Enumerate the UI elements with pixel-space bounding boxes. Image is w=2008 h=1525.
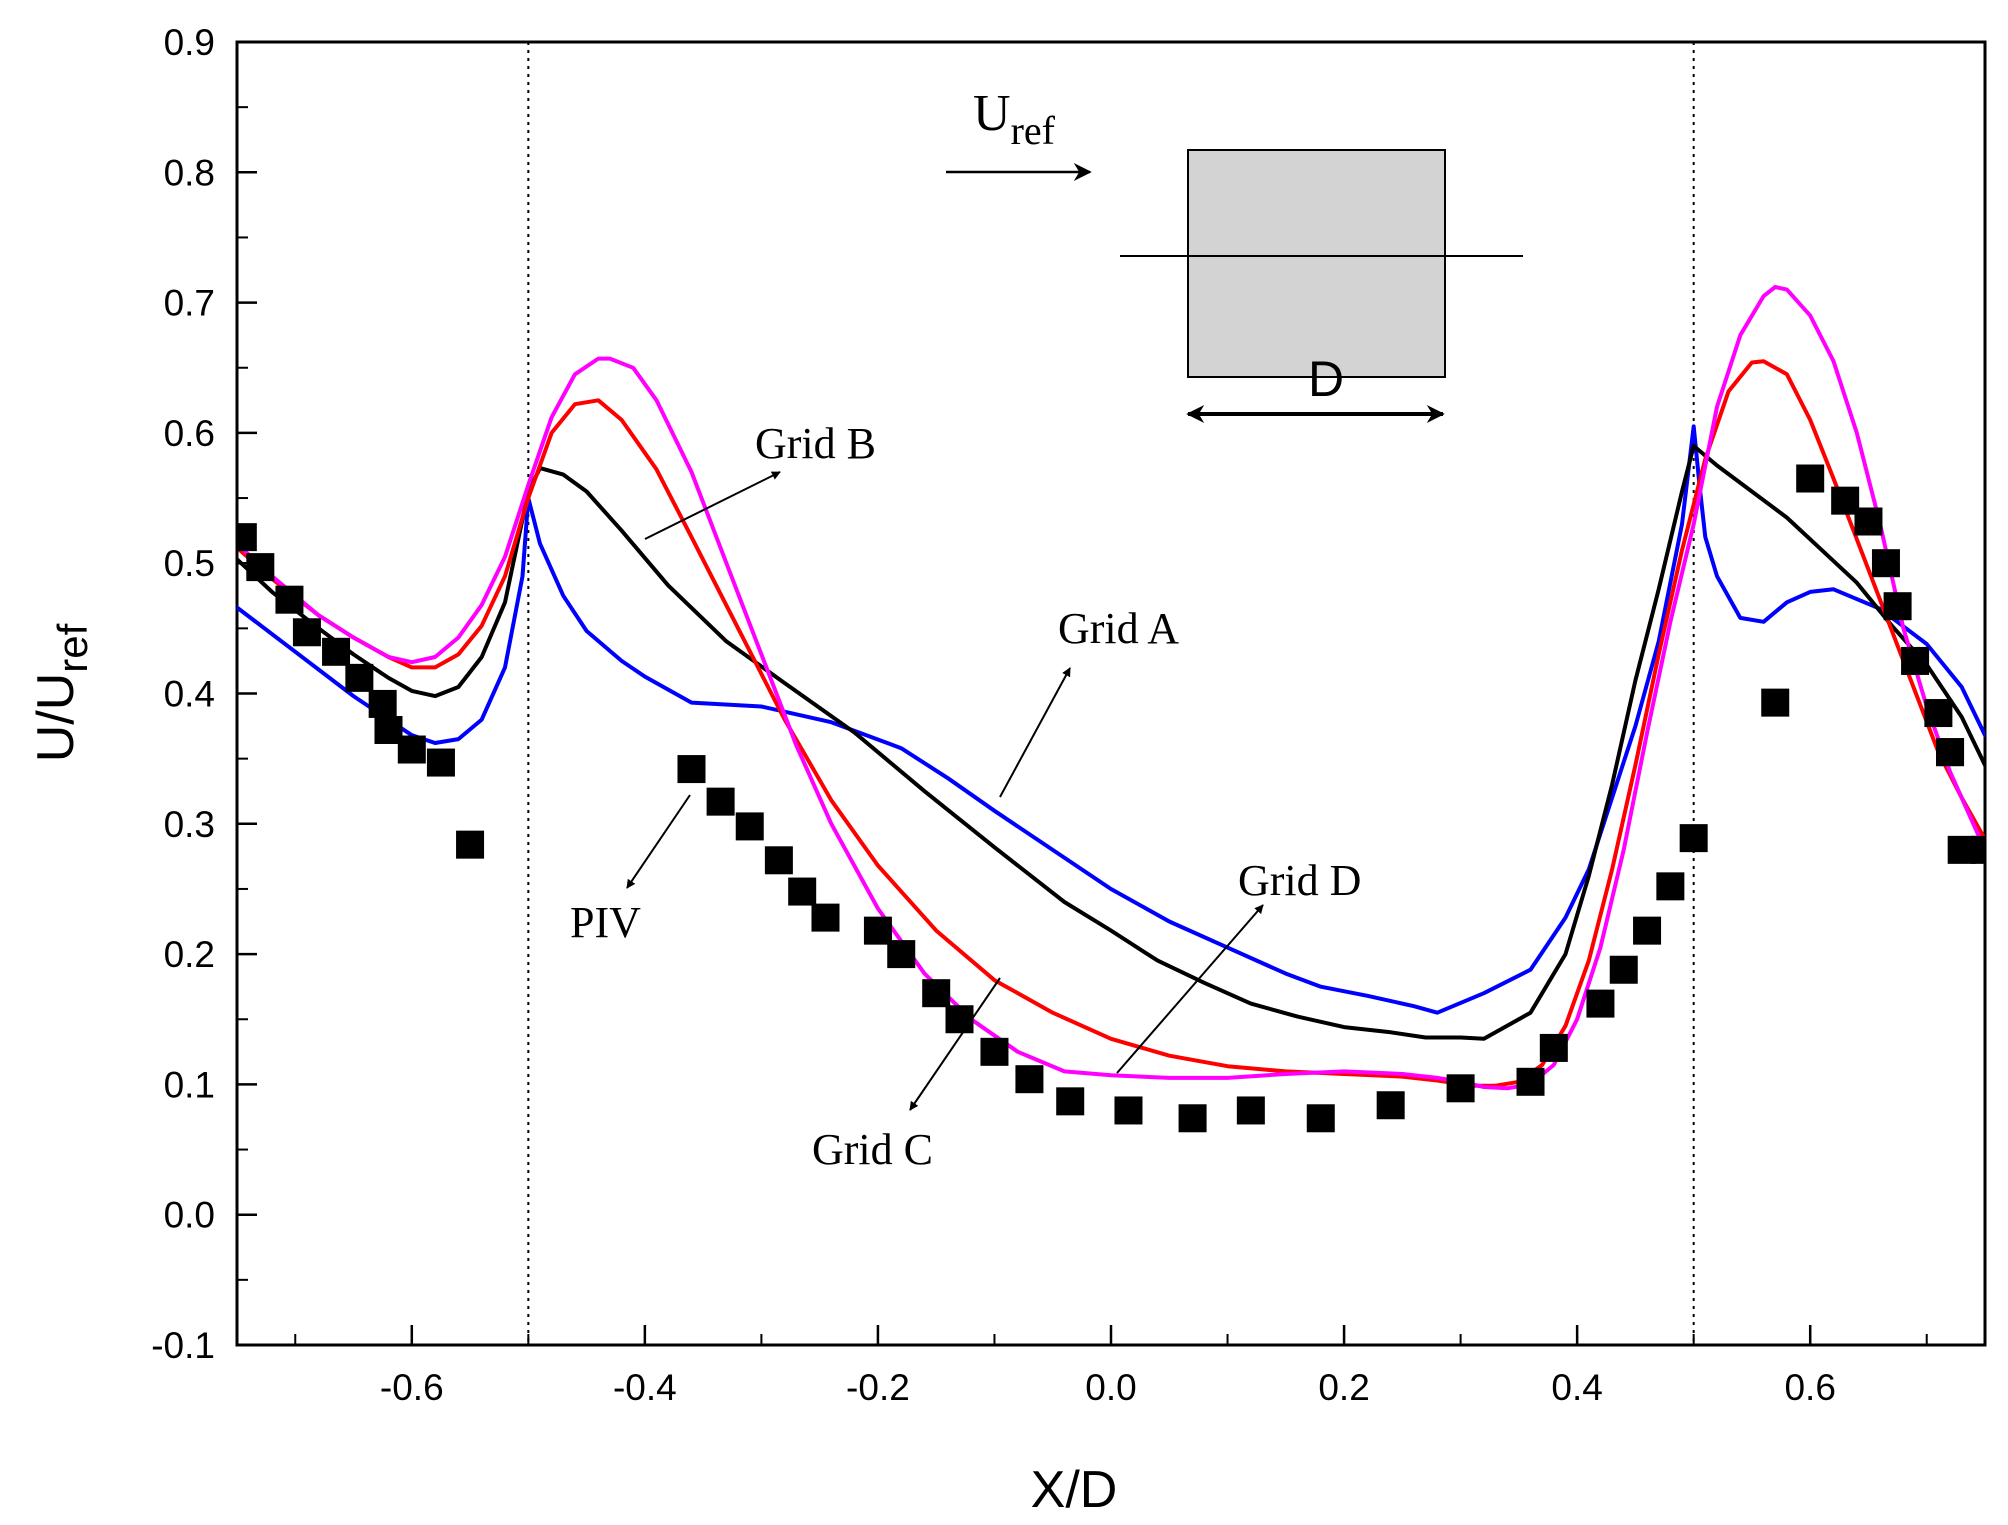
- y-axis-title: U/Uref: [27, 623, 96, 762]
- piv-point: [1586, 989, 1615, 1018]
- piv-point: [922, 979, 951, 1008]
- piv-point: [1854, 507, 1883, 536]
- x-tick-label: 0.0: [1085, 1367, 1136, 1408]
- piv-point: [1971, 835, 1985, 864]
- y-tick-label: -0.1: [151, 1325, 215, 1366]
- x-tick-label: 0.2: [1318, 1367, 1369, 1408]
- y-tick-label: 0.4: [164, 674, 215, 715]
- annotation-label-grid-b: Grid B: [755, 419, 876, 468]
- piv-point: [397, 735, 426, 764]
- piv-point: [322, 637, 351, 666]
- piv-point: [788, 877, 817, 906]
- piv-point: [1924, 699, 1953, 728]
- y-tick-label: 0.6: [164, 413, 215, 454]
- y-tick-label: 0.8: [164, 152, 215, 193]
- piv-point: [237, 523, 257, 552]
- annotation-arrow-grid-b: [644, 471, 781, 540]
- annotation-grid-a: Grid A: [999, 604, 1179, 798]
- series-line-grid-d: [237, 285, 1985, 1091]
- piv-point: [863, 916, 892, 945]
- y-tick-label: 0.9: [164, 22, 215, 63]
- series-line-grid-b: [237, 443, 1985, 1041]
- annotation-piv: PIV: [570, 794, 691, 947]
- y-axis-title-sub: ref: [49, 623, 96, 672]
- annotation-label-grid-c: Grid C: [812, 1125, 933, 1174]
- annotation-label-piv: PIV: [570, 898, 641, 947]
- reference-lines: [527, 42, 1695, 1345]
- piv-point: [1633, 916, 1662, 945]
- piv-point: [1871, 549, 1900, 578]
- y-axis-title-main: U/U: [27, 673, 85, 763]
- piv-point: [1376, 1091, 1405, 1120]
- annotation-arrow-piv: [626, 794, 691, 889]
- piv-point: [1446, 1074, 1475, 1103]
- cylinder-body: [1187, 149, 1446, 378]
- piv-point: [1178, 1104, 1207, 1133]
- piv-point: [1306, 1104, 1335, 1133]
- series-line-grid-c: [237, 359, 1985, 1088]
- series-line-grid-a: [237, 424, 1985, 1015]
- piv-point: [1883, 592, 1912, 621]
- y-tick-label: 0.1: [164, 1064, 215, 1105]
- piv-point: [706, 787, 735, 816]
- piv-point: [345, 663, 374, 692]
- annotation-grid-d: Grid D: [1116, 856, 1361, 1074]
- y-axis-ticks: -0.1 0.0 0.1 0.2 0.3 0.4 0.5 0.6 0.7 0.8 0.9: [151, 22, 257, 1366]
- piv-point: [246, 553, 275, 582]
- dimension-label: D: [1308, 351, 1344, 407]
- piv-point: [1015, 1065, 1044, 1094]
- piv-point: [456, 830, 485, 859]
- piv-point: [368, 689, 397, 718]
- piv-point: [811, 903, 840, 932]
- piv-point: [1236, 1096, 1265, 1125]
- flow-label: Uref: [973, 85, 1056, 153]
- piv-point: [1516, 1067, 1545, 1096]
- piv-point: [945, 1005, 974, 1034]
- piv-point: [1936, 738, 1965, 767]
- piv-point: [677, 755, 706, 784]
- piv-point: [735, 812, 764, 841]
- piv-point: [980, 1037, 1009, 1066]
- series-piv: [237, 464, 1985, 1133]
- piv-point: [1761, 688, 1790, 717]
- y-tick-label: 0.5: [164, 543, 215, 584]
- x-tick-label: 0.6: [1784, 1367, 1835, 1408]
- flow-label-main: U: [973, 85, 1011, 142]
- piv-point: [1796, 464, 1825, 493]
- piv-point: [1609, 955, 1638, 984]
- y-tick-label: 0.2: [164, 934, 215, 975]
- y-tick-label: 0.0: [164, 1195, 215, 1236]
- annotation-label-grid-a: Grid A: [1058, 604, 1179, 653]
- piv-point: [764, 846, 793, 875]
- piv-point: [1114, 1096, 1143, 1125]
- annotation-grid-b: Grid B: [644, 419, 876, 540]
- annotation-label-grid-d: Grid D: [1238, 856, 1361, 905]
- piv-point: [1656, 872, 1685, 901]
- plot-frame: [235, 40, 1987, 1347]
- x-tick-label: -0.4: [613, 1367, 677, 1408]
- annotation-arrow-grid-d: [1116, 904, 1264, 1074]
- piv-point: [275, 585, 304, 614]
- inset-schematic: Uref D: [946, 85, 1523, 423]
- piv-point: [1056, 1087, 1085, 1116]
- x-tick-label: -0.2: [846, 1367, 910, 1408]
- piv-point: [1539, 1033, 1568, 1062]
- piv-point: [292, 618, 321, 647]
- annotation-arrow-grid-c: [909, 977, 1001, 1111]
- y-tick-label: 0.3: [164, 804, 215, 845]
- series-layer: [237, 285, 1985, 1133]
- piv-point: [426, 748, 455, 777]
- y-tick-label: 0.7: [164, 283, 215, 324]
- x-axis-title: X/D: [1031, 1461, 1118, 1519]
- piv-point: [887, 940, 916, 969]
- piv-point: [1679, 824, 1708, 853]
- annotation-grid-c: Grid C: [812, 977, 1001, 1174]
- annotation-arrow-grid-a: [999, 667, 1071, 798]
- x-axis-ticks: -0.6 -0.4 -0.2 0.0 0.2 0.4 0.6: [294, 1325, 1928, 1408]
- x-tick-label: -0.6: [380, 1367, 444, 1408]
- piv-point: [1901, 646, 1930, 675]
- x-tick-label: 0.4: [1551, 1367, 1602, 1408]
- flow-label-sub: ref: [1011, 108, 1056, 153]
